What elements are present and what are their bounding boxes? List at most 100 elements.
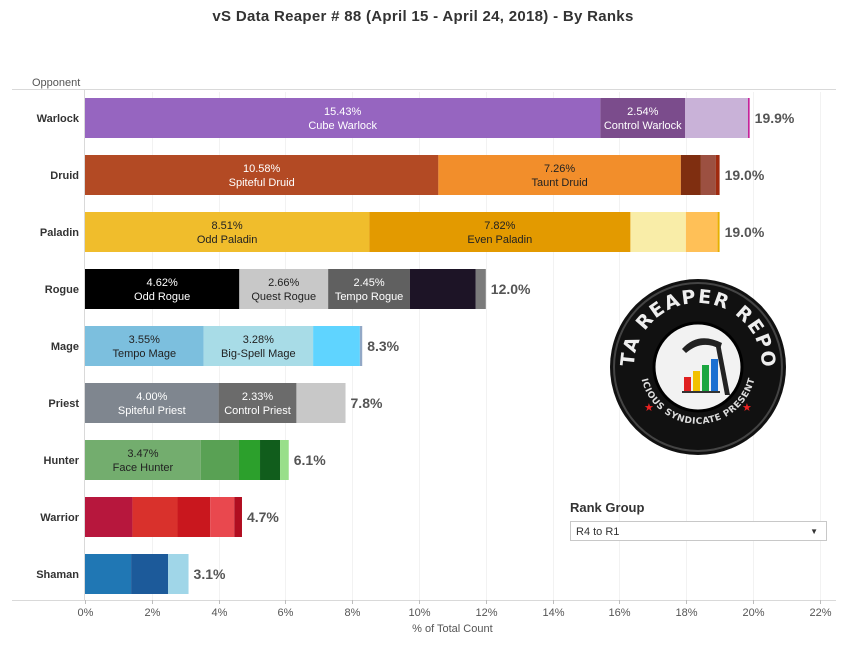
x-tick-label: 8% bbox=[345, 607, 361, 619]
bar-segment bbox=[747, 98, 750, 138]
data-label-archetype: Cube Warlock bbox=[308, 120, 377, 132]
bar-segment bbox=[85, 440, 201, 480]
data-label-pct: 8.51% bbox=[212, 220, 243, 232]
rank-group-selected-value: R4 to R1 bbox=[576, 526, 620, 538]
x-tick-label: 2% bbox=[145, 607, 161, 619]
data-label-archetype: Quest Rogue bbox=[251, 291, 316, 303]
bar-segment bbox=[234, 497, 242, 537]
bar-segment bbox=[131, 554, 169, 594]
bar-segment bbox=[203, 326, 314, 366]
x-axis-title: % of Total Count bbox=[412, 623, 493, 635]
bar-segment bbox=[680, 155, 701, 195]
bar-segment bbox=[210, 497, 235, 537]
bar-segment bbox=[200, 440, 239, 480]
data-label-archetype: Control Warlock bbox=[604, 120, 682, 132]
data-label-pct: 7.26% bbox=[544, 163, 575, 175]
bar-segment bbox=[238, 440, 261, 480]
bar-segment bbox=[313, 326, 360, 366]
bar-segment bbox=[85, 155, 439, 195]
bar-total-label: 6.1% bbox=[294, 452, 326, 468]
bar-segment bbox=[85, 98, 601, 138]
x-tick-label: 16% bbox=[608, 607, 630, 619]
bar-segment bbox=[685, 98, 748, 138]
category-label: Druid bbox=[50, 170, 79, 182]
rank-group-label: Rank Group bbox=[570, 500, 645, 515]
svg-text:★: ★ bbox=[742, 401, 752, 414]
category-label: Warrior bbox=[40, 512, 79, 524]
data-label-pct: 4.00% bbox=[136, 391, 167, 403]
data-label-pct: 2.33% bbox=[242, 391, 273, 403]
data-label-archetype: Odd Paladin bbox=[197, 234, 258, 246]
bar-segment bbox=[168, 554, 189, 594]
data-label-archetype: Tempo Mage bbox=[112, 348, 176, 360]
bar-segment bbox=[218, 383, 297, 423]
bar-segment bbox=[700, 155, 716, 195]
bar-segment bbox=[475, 269, 486, 309]
bar-segment bbox=[132, 497, 178, 537]
y-axis-title: Opponent bbox=[32, 77, 80, 89]
data-label-pct: 2.54% bbox=[627, 106, 658, 118]
category-label: Shaman bbox=[36, 569, 79, 581]
data-label-pct: 2.45% bbox=[353, 277, 384, 289]
data-label-pct: 7.82% bbox=[484, 220, 515, 232]
bar-segment bbox=[369, 212, 631, 252]
bar-segment bbox=[85, 554, 132, 594]
data-reaper-report-logo: DATA REAPER REPORT VICIOUS SYNDICATE PRE… bbox=[599, 260, 788, 457]
category-label: Rogue bbox=[45, 284, 79, 296]
bar-segment bbox=[85, 383, 219, 423]
bar-segment bbox=[409, 269, 476, 309]
x-tick-label: 14% bbox=[542, 607, 564, 619]
bar-total-label: 19.0% bbox=[725, 167, 765, 183]
data-label-pct: 3.55% bbox=[129, 334, 160, 346]
bar-segment bbox=[85, 212, 370, 252]
x-tick-label: 4% bbox=[212, 607, 228, 619]
bar-segment bbox=[280, 440, 289, 480]
bar-total-label: 3.1% bbox=[194, 566, 226, 582]
data-label-pct: 15.43% bbox=[324, 106, 362, 118]
data-label-archetype: Even Paladin bbox=[467, 234, 532, 246]
x-tick-label: 18% bbox=[675, 607, 697, 619]
bar-segment bbox=[85, 269, 240, 309]
bar-total-label: 19.9% bbox=[755, 110, 795, 126]
category-label: Priest bbox=[48, 398, 79, 410]
data-label-pct: 3.47% bbox=[127, 448, 158, 460]
rank-group-filter: Rank Group R4 to R1 ▼ bbox=[570, 500, 827, 541]
data-label-pct: 4.62% bbox=[147, 277, 178, 289]
data-label-pct: 3.28% bbox=[243, 334, 274, 346]
bar-segment bbox=[359, 326, 363, 366]
bar-segment bbox=[630, 212, 686, 252]
x-tick-label: 6% bbox=[278, 607, 294, 619]
bar-total-label: 12.0% bbox=[491, 281, 531, 297]
data-label-archetype: Control Priest bbox=[224, 405, 291, 417]
bar-segment bbox=[685, 212, 718, 252]
bar-segment bbox=[328, 269, 410, 309]
category-label: Warlock bbox=[37, 113, 80, 125]
bar-total-label: 7.8% bbox=[351, 395, 383, 411]
data-label-archetype: Spiteful Druid bbox=[229, 177, 295, 189]
category-label: Mage bbox=[51, 341, 79, 353]
data-label-pct: 2.66% bbox=[268, 277, 299, 289]
data-label-archetype: Spiteful Priest bbox=[118, 405, 186, 417]
bar-total-label: 19.0% bbox=[725, 224, 765, 240]
data-label-archetype: Face Hunter bbox=[113, 462, 174, 474]
x-tick-label: 12% bbox=[475, 607, 497, 619]
bar-segment bbox=[85, 326, 204, 366]
dropdown-caret-icon: ▼ bbox=[810, 527, 818, 536]
data-label-archetype: Tempo Rogue bbox=[335, 291, 404, 303]
data-label-archetype: Odd Rogue bbox=[134, 291, 190, 303]
data-label-archetype: Big-Spell Mage bbox=[221, 348, 296, 360]
x-tick-label: 22% bbox=[809, 607, 831, 619]
bar-segment bbox=[715, 155, 720, 195]
x-tick-label: 0% bbox=[78, 607, 94, 619]
x-tick-label: 10% bbox=[408, 607, 430, 619]
bar-segment bbox=[296, 383, 346, 423]
chart-title: vS Data Reaper # 88 (April 15 - April 24… bbox=[212, 8, 634, 25]
bar-segment bbox=[438, 155, 681, 195]
bar-segment bbox=[239, 269, 329, 309]
bar-segment bbox=[260, 440, 281, 480]
bar-segment bbox=[717, 212, 720, 252]
bar-total-label: 8.3% bbox=[367, 338, 399, 354]
category-label: Paladin bbox=[40, 227, 79, 239]
rank-group-dropdown[interactable]: R4 to R1 ▼ bbox=[570, 521, 827, 541]
